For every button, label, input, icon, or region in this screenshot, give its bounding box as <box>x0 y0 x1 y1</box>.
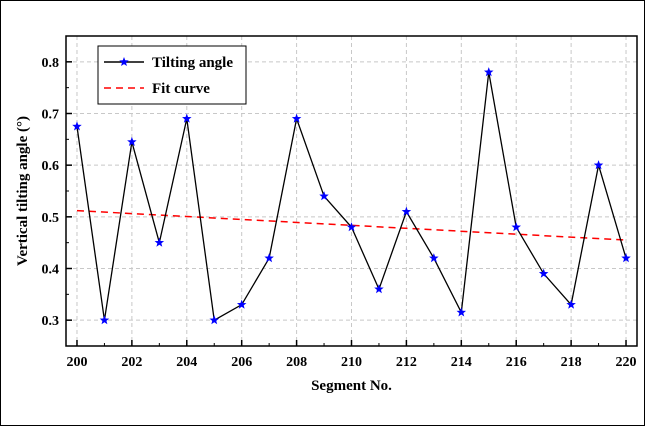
data-point-star <box>538 268 549 278</box>
x-tick-label: 218 <box>561 355 582 370</box>
x-tick-label: 200 <box>66 355 87 370</box>
data-point-star <box>429 253 439 263</box>
data-point-star <box>566 299 576 309</box>
legend: Tilting angle Fit curve <box>97 45 247 105</box>
data-point-star <box>593 160 604 170</box>
y-tick-label: 0.3 <box>42 314 60 329</box>
x-axis-title: Segment No. <box>311 378 392 394</box>
y-tick-label: 0.5 <box>42 211 60 226</box>
legend-label-fit-curve: Fit curve <box>152 81 210 97</box>
data-point-star <box>72 121 82 131</box>
legend-star-marker <box>119 57 129 67</box>
data-point-star <box>264 253 274 263</box>
x-tick-label: 202 <box>121 355 142 370</box>
x-tick-label: 204 <box>176 355 197 370</box>
plot-area-border <box>65 35 638 347</box>
data-point-star <box>154 237 165 247</box>
data-point-star <box>511 222 521 232</box>
data-point-star <box>99 315 110 325</box>
data-point-star <box>346 222 357 232</box>
data-point-star <box>374 284 384 294</box>
data-point-star <box>236 299 247 309</box>
x-tick-label: 212 <box>396 355 417 370</box>
data-point-star <box>456 307 467 317</box>
fit-curve-line <box>76 209 627 241</box>
x-tick-label: 214 <box>451 355 472 370</box>
y-axis-title: Vertical tilting angle (°) <box>15 116 31 266</box>
data-point-star <box>291 113 302 123</box>
data-point-star <box>182 113 192 123</box>
x-tick-label: 210 <box>341 355 362 370</box>
y-tick-label: 0.6 <box>42 159 60 174</box>
data-point-star <box>401 206 412 216</box>
tick-labels: 200 202 204 206 208 210 212 214 216 218 220 0.3 0.4 0… <box>42 56 637 370</box>
data-point-star <box>319 191 329 201</box>
y-tick-label: 0.4 <box>42 263 60 278</box>
data-point-star <box>127 136 137 146</box>
data-point-star <box>621 253 631 263</box>
data-point-star <box>484 67 494 77</box>
legend-box <box>97 45 247 105</box>
x-tick-label: 206 <box>231 355 252 370</box>
x-tick-label: 220 <box>616 355 637 370</box>
series <box>72 67 631 325</box>
x-tick-label: 208 <box>286 355 307 370</box>
y-tick-label: 0.8 <box>42 56 60 71</box>
x-tick-label: 216 <box>506 355 527 370</box>
axis-ticks <box>66 35 627 347</box>
data-point-star <box>209 315 219 325</box>
y-tick-label: 0.7 <box>42 108 60 123</box>
legend-label-tilting-angle: Tilting angle <box>152 55 233 71</box>
